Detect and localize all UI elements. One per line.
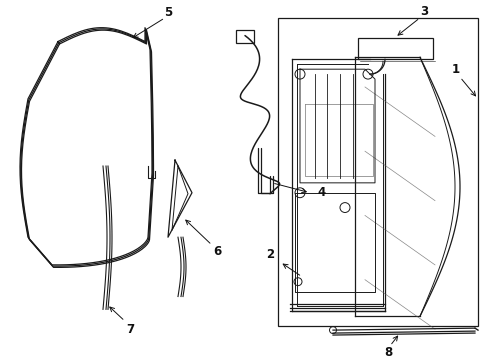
Bar: [278, 18, 477, 326]
Text: 2: 2: [265, 248, 273, 261]
Text: 5: 5: [163, 6, 172, 19]
Text: 8: 8: [383, 346, 391, 359]
Text: 6: 6: [212, 244, 221, 257]
Text: 3: 3: [419, 5, 427, 18]
Bar: [236, 30, 253, 44]
Bar: [357, 37, 432, 59]
Text: 1: 1: [451, 63, 459, 76]
Text: 4: 4: [317, 186, 325, 199]
Text: 7: 7: [126, 323, 134, 336]
